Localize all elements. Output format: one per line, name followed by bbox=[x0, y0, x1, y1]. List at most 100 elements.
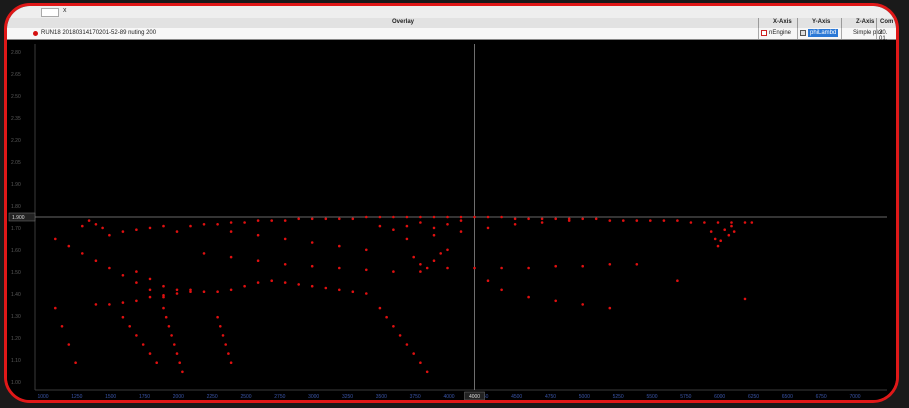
y-axis-channel[interactable]: phiLambd bbox=[808, 29, 839, 37]
data-point bbox=[67, 244, 71, 248]
toolbar-button[interactable] bbox=[41, 8, 59, 17]
data-point bbox=[121, 301, 125, 304]
data-point bbox=[162, 295, 165, 299]
data-point bbox=[229, 288, 233, 292]
data-point bbox=[432, 233, 436, 237]
data-point bbox=[148, 288, 152, 292]
data-point bbox=[310, 264, 314, 268]
data-point bbox=[419, 361, 422, 365]
data-point bbox=[459, 215, 463, 219]
data-point bbox=[324, 217, 328, 221]
data-point bbox=[283, 237, 287, 241]
toolbar-label: x bbox=[63, 7, 67, 14]
data-point bbox=[297, 283, 301, 286]
series-color-icon bbox=[33, 31, 38, 36]
y-tick-label: 1.40 bbox=[11, 292, 21, 298]
data-point bbox=[155, 361, 158, 365]
column-header-z-axis[interactable]: Z-Axis bbox=[856, 19, 875, 25]
data-point bbox=[365, 215, 368, 219]
data-point bbox=[608, 263, 612, 266]
data-point bbox=[554, 299, 557, 303]
data-point bbox=[723, 228, 726, 231]
data-point bbox=[202, 252, 206, 255]
data-point bbox=[365, 268, 368, 272]
data-point bbox=[108, 303, 111, 306]
file-name: RUN18 20180314170201-52-89 nuting 200 bbox=[41, 30, 157, 36]
x-tick-label: 7000 bbox=[849, 394, 860, 400]
data-point bbox=[567, 217, 571, 221]
data-point bbox=[500, 288, 503, 292]
comment-cell[interactable]: 20. 01. bbox=[879, 30, 888, 42]
data-point bbox=[392, 270, 395, 273]
data-point bbox=[121, 315, 125, 319]
overlay-table-row[interactable]: RUN18 20180314170201-52-89 nuting 200 nE… bbox=[7, 28, 896, 42]
data-point bbox=[446, 248, 449, 252]
data-point bbox=[338, 266, 341, 270]
data-point bbox=[527, 266, 530, 270]
data-point bbox=[175, 288, 179, 292]
data-point bbox=[54, 237, 57, 241]
column-header-comment[interactable]: Com bbox=[880, 19, 894, 25]
x-tick-label: 4750 bbox=[545, 394, 556, 400]
data-point bbox=[412, 352, 416, 355]
x-axis-channel[interactable]: nEngine bbox=[769, 30, 792, 36]
x-tick-label: 4000 bbox=[443, 394, 454, 400]
data-point bbox=[175, 292, 179, 295]
data-point bbox=[554, 264, 557, 268]
y-tick-label: 1.30 bbox=[11, 314, 21, 320]
data-point bbox=[486, 226, 490, 230]
y-tick-label: 1.10 bbox=[11, 358, 21, 364]
data-point bbox=[351, 290, 355, 293]
x-tick-label: 6500 bbox=[782, 394, 793, 400]
scatter-chart[interactable]: 2.80 2.65 2.50 2.35 2.20 2.05 1.90 1.80 1.70 1.60… bbox=[7, 40, 896, 400]
plot-area[interactable]: 2.80 2.65 2.50 2.35 2.20 2.05 1.90 1.80 1.70 1.60… bbox=[7, 40, 896, 400]
data-point bbox=[219, 325, 222, 328]
data-point bbox=[689, 221, 693, 224]
data-point bbox=[162, 294, 165, 297]
data-point bbox=[60, 325, 64, 328]
data-point bbox=[162, 284, 165, 288]
data-point bbox=[608, 219, 612, 222]
data-point bbox=[256, 219, 260, 222]
x-tick-label: 6250 bbox=[748, 394, 759, 400]
data-point bbox=[108, 266, 111, 270]
data-point bbox=[486, 215, 490, 219]
data-point bbox=[297, 217, 301, 221]
data-point bbox=[446, 215, 449, 219]
data-point bbox=[229, 221, 233, 224]
data-point bbox=[94, 303, 98, 306]
data-point bbox=[540, 217, 544, 221]
y-tick-label: 2.50 bbox=[11, 94, 21, 100]
z-axis-channel[interactable]: Simple plot bbox=[853, 30, 883, 36]
y-tick-label: 2.20 bbox=[11, 138, 21, 144]
y-tick-label: 2.35 bbox=[11, 116, 21, 122]
data-point bbox=[148, 352, 152, 355]
data-point bbox=[256, 281, 260, 284]
data-point bbox=[202, 223, 206, 226]
data-point bbox=[392, 215, 395, 219]
data-point bbox=[338, 217, 341, 221]
data-point bbox=[338, 244, 341, 248]
data-point bbox=[74, 361, 77, 365]
data-point bbox=[554, 217, 557, 221]
y-tick-label: 2.05 bbox=[11, 160, 21, 166]
x-tick-label: 2750 bbox=[274, 394, 285, 400]
data-point bbox=[81, 224, 84, 228]
data-point bbox=[392, 228, 395, 231]
y-tick-label: 1.60 bbox=[11, 248, 21, 254]
crosshair-y-readout: 1.900 bbox=[12, 215, 25, 221]
column-header-overlay[interactable]: Overlay bbox=[392, 19, 415, 25]
data-point bbox=[398, 334, 402, 337]
data-point bbox=[121, 230, 125, 233]
data-point bbox=[419, 215, 422, 219]
data-point bbox=[365, 248, 368, 252]
data-point bbox=[189, 288, 192, 292]
y-tick-label: 1.70 bbox=[11, 226, 21, 232]
column-header-x-axis[interactable]: X-Axis bbox=[773, 19, 792, 25]
data-point bbox=[229, 255, 233, 259]
data-point bbox=[486, 279, 490, 282]
crosshair-y-readout-box bbox=[8, 212, 36, 222]
crosshair-x-readout: 4000 bbox=[469, 394, 480, 400]
column-header-y-axis[interactable]: Y-Axis bbox=[812, 19, 831, 25]
data-point bbox=[189, 224, 192, 228]
